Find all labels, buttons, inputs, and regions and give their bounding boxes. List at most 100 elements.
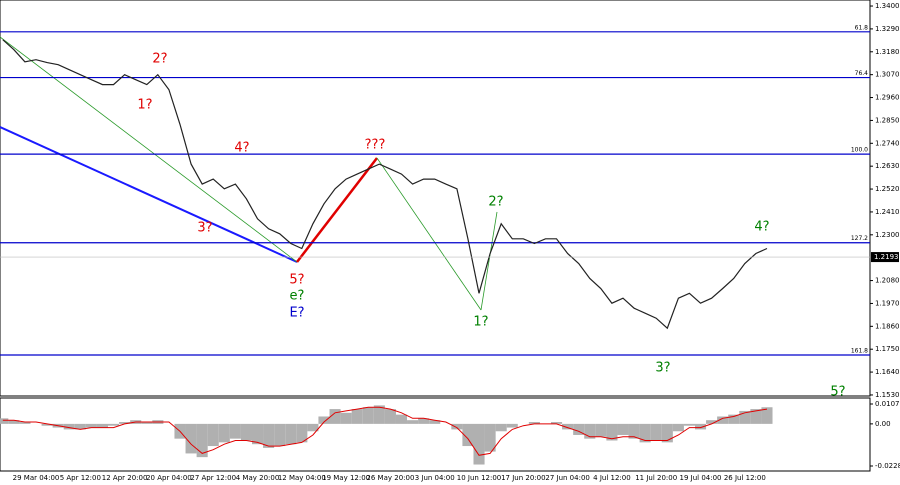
trend-line [480,211,498,311]
histogram-bar [141,422,153,424]
x-tick-label: 11 Jul 20:00 [635,474,677,482]
x-tick-label: 17 Jun 20:00 [501,474,545,482]
trend-line [0,36,298,263]
histogram-bar [196,423,208,458]
histogram-bar [108,423,120,426]
histogram-bar [728,414,740,424]
histogram-bar [672,423,684,432]
histogram-bar [296,423,308,443]
y-tick-label: 0.01075 [875,400,900,408]
histogram-bar [473,423,485,465]
wave-label: 5? [289,273,304,288]
y-tick-label: 0.00 [875,420,891,428]
y-tick-label: 1.1970 [875,299,900,307]
histogram-bar [96,423,109,428]
level-label: 127.2 [851,235,868,242]
wave-label: 4? [754,220,769,235]
level-label: 61.8 [855,24,869,31]
x-tick-label: 29 Mar 04:00 [13,474,60,482]
last-price-label: 1.2193 [874,253,899,261]
histogram-bar [562,423,574,430]
histogram-bar [340,412,352,424]
histogram-bar [218,423,230,443]
histogram-bar [307,423,319,432]
signal-line [2,406,768,456]
histogram-bar [274,423,286,447]
histogram-bar [717,416,729,424]
wave-label: 2? [488,195,503,210]
histogram-bar [661,423,673,443]
histogram-bar [451,423,463,430]
histogram-bar [739,410,751,424]
wave-label: 2? [152,52,167,67]
y-tick-label: 1.3400 [875,2,900,10]
x-tick-label: 4 May 20:00 [236,474,280,482]
histogram-bar [551,422,563,424]
histogram-bar [683,423,695,426]
histogram-bar [85,423,97,428]
histogram-bar [429,420,441,424]
histogram-bar [706,420,718,424]
y-tick-label: 1.1750 [875,345,900,353]
histogram-bar [318,416,330,424]
histogram-bar [0,418,9,424]
histogram-bar [19,422,31,424]
histogram-bar [584,423,596,439]
wave-label: 3? [197,221,212,236]
y-tick-label: 1.2740 [875,139,900,147]
histogram-bar [185,423,197,454]
histogram-bar [373,405,385,424]
x-tick-label: 4 Jul 12:00 [593,474,631,482]
histogram-bar [506,423,518,428]
histogram-bar [418,418,430,424]
histogram-bar [119,422,131,424]
level-label: 161.8 [851,348,868,355]
trend-line [0,126,298,263]
x-tick-label: 27 Apr 12:00 [190,474,236,482]
histogram-bar [351,409,363,424]
histogram-bar [229,423,241,439]
wave-label: 5? [830,385,845,400]
oscillator-panel [0,397,871,472]
x-tick-label: 19 May 12:00 [322,474,370,482]
histogram-bar [761,407,773,424]
histogram-bar [8,420,20,424]
histogram-bar [395,414,408,424]
y-tick-label: 1.2300 [875,231,900,239]
histogram-bar [750,409,762,424]
histogram-bar [263,423,275,448]
y-tick-label: 1.2080 [875,277,900,285]
x-tick-label: 3 Jun 04:00 [415,474,455,482]
y-tick-label: 1.2850 [875,116,900,124]
y-tick-label: 1.2520 [875,185,900,193]
y-tick-label: 1.3290 [875,25,900,33]
wave-label: 1? [473,315,488,330]
price-line [2,39,768,330]
histogram-bar [595,423,607,437]
histogram-bar [528,422,540,424]
y-tick-label: 1.2410 [875,208,900,216]
last-price-box [871,252,899,263]
histogram-bar [606,423,618,441]
wave-label: 3? [655,361,670,376]
histogram-bar [285,423,297,445]
x-tick-label: 19 Jul 04:00 [680,474,722,482]
histogram-bar [639,423,651,443]
y-tick-label: 1.2630 [875,162,900,170]
histogram-bar [329,409,341,424]
histogram-bar [650,423,662,441]
histogram-bar [384,409,396,424]
wave-label: ??? [365,138,386,153]
y-tick-label: 1.1640 [875,368,900,376]
x-tick-label: 27 Jun 04:00 [545,474,589,482]
histogram-bar [495,423,507,432]
histogram-bar [573,423,585,435]
x-tick-label: 20 Apr 04:00 [146,474,192,482]
y-tick-label: 1.3070 [875,71,900,79]
histogram-bar [407,420,419,424]
histogram-bar [74,423,86,430]
histogram-bar [240,423,252,441]
histogram-bar [63,423,75,430]
y-tick-label: 1.3180 [875,48,900,56]
